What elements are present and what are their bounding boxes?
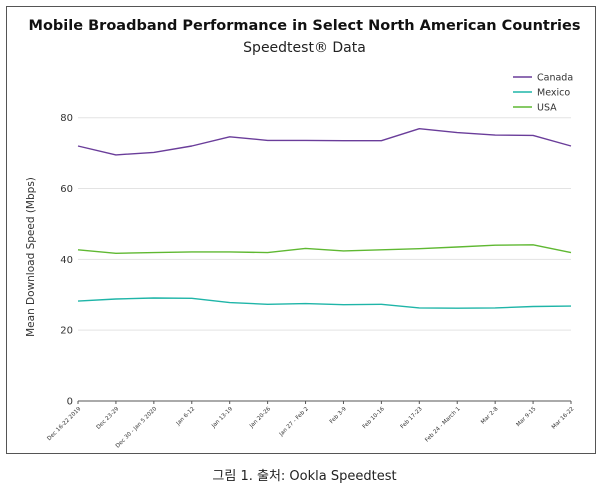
x-tick-label: Dec 30 - Jan 5 2020 xyxy=(115,406,159,450)
y-axis-ticks: 0 20 40 60 80 xyxy=(60,113,73,407)
chart-frame xyxy=(6,6,596,454)
y-tick-label: 60 xyxy=(60,184,73,195)
x-tick-label: Jan 27 - Feb 2 xyxy=(278,406,310,438)
x-tick-label: Jan 6-12 xyxy=(175,406,196,427)
x-tick-label: Feb 10-16 xyxy=(362,406,386,430)
legend-label-usa: USA xyxy=(537,103,557,114)
chart-title: Mobile Broadband Performance in Select N… xyxy=(28,18,581,34)
y-tick-label: 40 xyxy=(60,255,73,266)
legend-label-canada: Canada xyxy=(537,73,573,84)
x-tick-label: Jan 20-26 xyxy=(248,406,272,430)
x-tick-label: Dec 16-22 2019 xyxy=(46,406,82,442)
legend: Canada Mexico USA xyxy=(513,73,573,114)
series-lines xyxy=(77,127,572,309)
y-tick-label: 20 xyxy=(60,326,73,337)
series-line-canada xyxy=(77,127,572,156)
x-tick-label: Dec 23-29 xyxy=(96,406,121,431)
x-tick-label: Feb 24 - March 1 xyxy=(424,406,462,444)
series-line-mexico xyxy=(77,297,572,309)
figure-caption: 그림 1. 출처: Ookla Speedtest xyxy=(212,469,397,484)
x-tick-label: Jan 13-19 xyxy=(210,406,234,430)
chart-subtitle: Speedtest® Data xyxy=(243,40,366,56)
y-tick-label: 80 xyxy=(60,113,73,124)
y-axis-label: Mean Download Speed (Mbps) xyxy=(25,177,37,337)
legend-label-mexico: Mexico xyxy=(537,88,570,99)
x-tick-label: Mar 2-8 xyxy=(480,406,500,426)
series-line-usa xyxy=(77,244,572,255)
gridlines xyxy=(78,117,571,402)
x-tick-label: Mar 16-22 xyxy=(551,406,575,430)
x-tick-label: Feb 3-9 xyxy=(329,406,348,425)
y-tick-label: 0 xyxy=(67,397,73,408)
x-tick-label: Mar 9-15 xyxy=(516,406,538,428)
x-tick-label: Feb 17-23 xyxy=(400,406,424,430)
